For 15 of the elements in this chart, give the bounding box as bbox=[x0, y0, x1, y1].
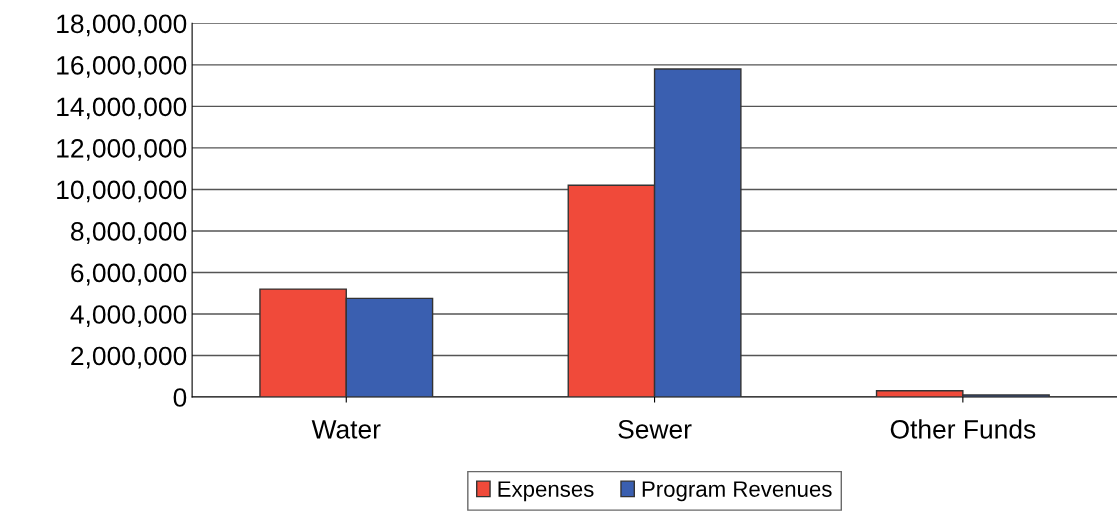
y-tick-label: 8,000,000 bbox=[71, 222, 187, 244]
y-tick-label: 16,000,000 bbox=[57, 56, 187, 78]
y-tick-label: 18,000,000 bbox=[57, 14, 187, 37]
y-tick-label: 12,000,000 bbox=[57, 139, 187, 161]
y-tick-label: 2,000,000 bbox=[71, 346, 187, 369]
x-tick-label: Water bbox=[311, 420, 381, 439]
legend-label: Expenses bbox=[498, 481, 594, 502]
y-tick-label: 4,000,000 bbox=[70, 305, 187, 327]
legend-label: Program Revenues bbox=[642, 481, 832, 502]
y-tick-label: 6,000,000 bbox=[71, 263, 187, 286]
x-tick-label: Other Funds bbox=[890, 419, 1036, 439]
y-tick-label: 10,000,000 bbox=[57, 180, 187, 203]
y-tick-label: 0 bbox=[173, 388, 187, 407]
y-tick-label: 14,000,000 bbox=[57, 97, 187, 120]
x-tick-label: Sewer bbox=[618, 419, 692, 439]
